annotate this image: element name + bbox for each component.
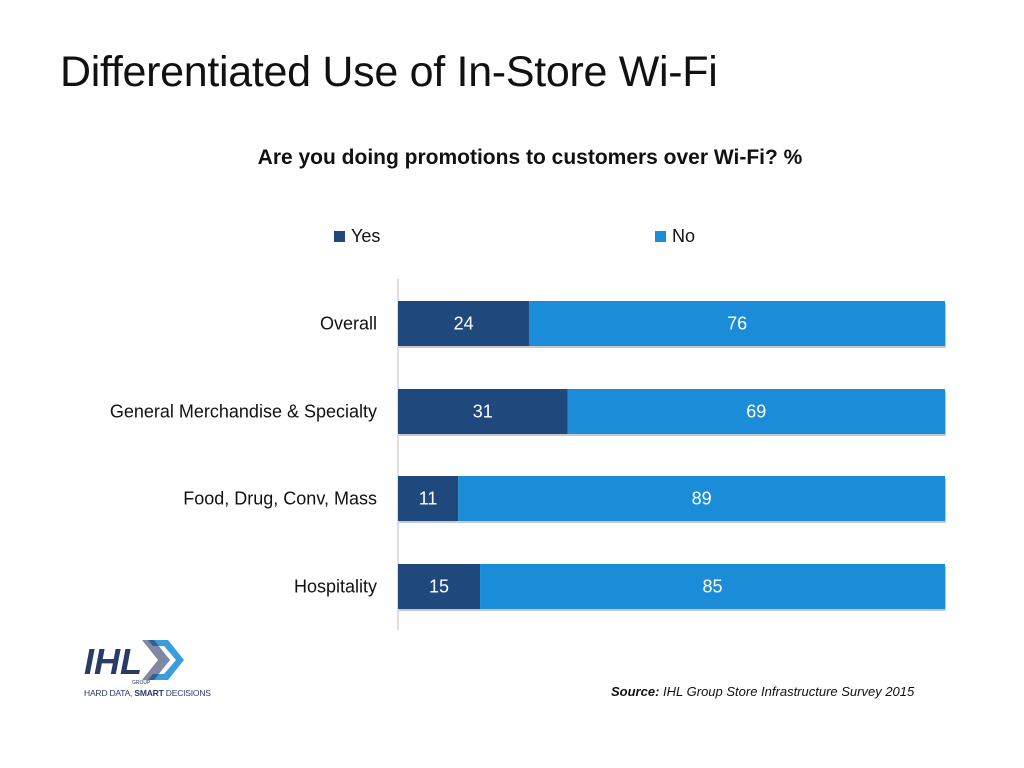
logo-arrow-back	[142, 640, 170, 680]
legend-swatch-no	[655, 231, 666, 242]
category-label: Hospitality	[294, 577, 377, 597]
category-label: Overall	[320, 314, 377, 334]
source-label: Source:	[611, 684, 660, 699]
bar-yes	[398, 389, 568, 434]
data-label-no: 76	[727, 314, 747, 334]
legend-item-yes: Yes	[334, 226, 380, 247]
bar-no	[458, 476, 945, 521]
data-label-yes: 11	[419, 489, 438, 509]
logo-text: IHL	[84, 641, 142, 682]
legend-swatch-yes	[334, 231, 345, 242]
chart-title: Are you doing promotions to customers ov…	[257, 146, 803, 169]
slide-title: Differentiated Use of In-Store Wi-Fi	[60, 48, 718, 96]
bar-yes	[398, 564, 481, 609]
legend-item-no: No	[655, 226, 695, 247]
data-label-no: 69	[746, 402, 766, 422]
ihl-logo: IHL GROUP	[84, 640, 184, 686]
bar-yes	[398, 476, 459, 521]
data-label-yes: 24	[454, 314, 474, 334]
data-label-no: 89	[692, 489, 712, 509]
logo-subtext: GROUP	[132, 680, 151, 686]
bar-no	[480, 564, 945, 609]
category-label: Food, Drug, Conv, Mass	[183, 489, 377, 509]
bar-no	[567, 389, 945, 434]
bar-yes	[398, 301, 530, 346]
data-label-no: 85	[703, 577, 723, 597]
source-note: Source: IHL Group Store Infrastructure S…	[611, 684, 914, 699]
data-label-yes: 31	[473, 402, 493, 422]
legend-label-no: No	[672, 226, 696, 246]
category-label: General Merchandise & Specialty	[110, 402, 377, 422]
bar-no	[529, 301, 945, 346]
legend-label-yes: Yes	[351, 226, 381, 246]
data-label-yes: 15	[429, 577, 449, 597]
logo-tagline: HARD DATA, SMART DECISIONS	[84, 688, 211, 698]
source-text: IHL Group Store Infrastructure Survey 20…	[659, 684, 915, 699]
